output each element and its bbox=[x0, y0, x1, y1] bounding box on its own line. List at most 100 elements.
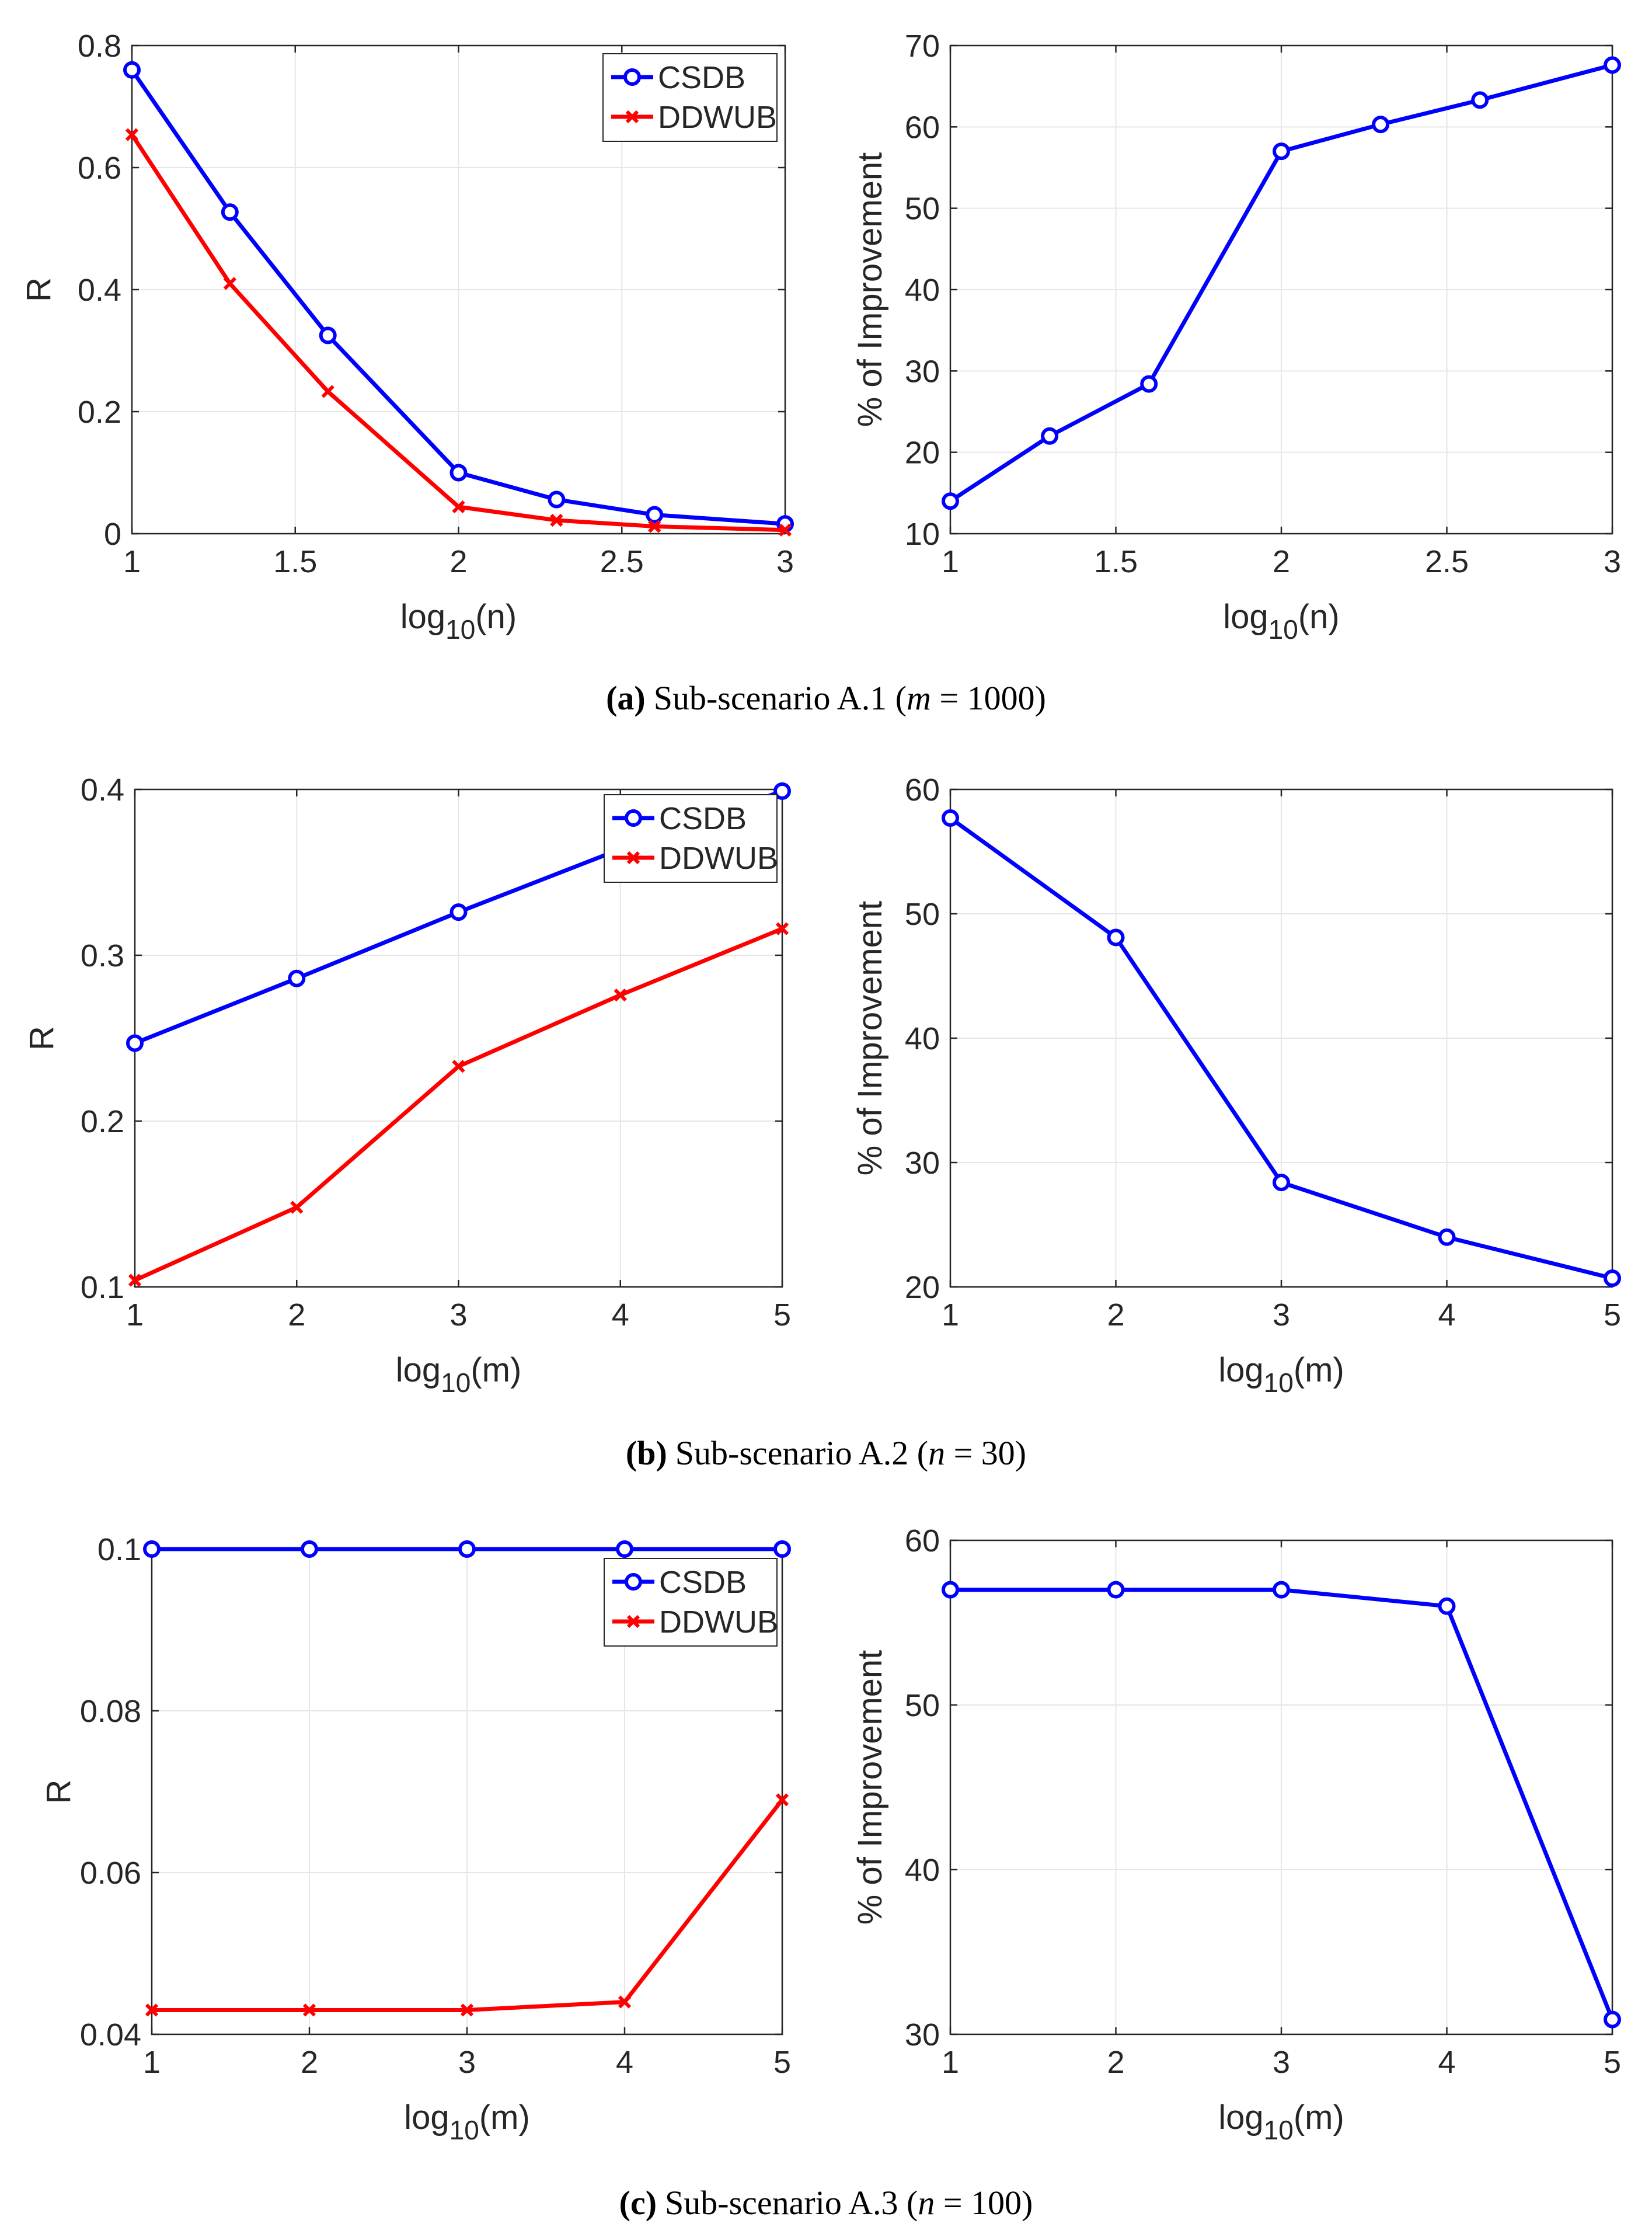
y-axis-label: % of Improvement bbox=[851, 901, 889, 1176]
chart-a-right: 1 1.5 2 2.5 3 10 20 30 40 50 60 70 log10(n) % of Impr… bbox=[851, 29, 1621, 645]
y-tick-label: 0.4 bbox=[81, 772, 124, 808]
chart-b-right: 1 2 3 4 5 20 30 40 50 60 log10(m) % of Improvement bbox=[851, 772, 1621, 1398]
legend-label-csdb: CSDB bbox=[658, 60, 745, 95]
legend-label-ddwub: DDWUB bbox=[659, 1605, 778, 1640]
y-tick-label: 0.1 bbox=[81, 1270, 124, 1305]
caption-b: (b) Sub-scenario A.2 (n = 30) bbox=[626, 1434, 1026, 1472]
data-point-csdb bbox=[616, 1540, 633, 1558]
y-tick-label: 50 bbox=[905, 192, 940, 227]
data-point-improvement bbox=[1471, 91, 1489, 109]
legend-marker-ddwub bbox=[626, 851, 640, 865]
x-tick-label: 5 bbox=[773, 1297, 791, 1332]
data-point-csdb bbox=[143, 1540, 161, 1558]
y-tick-label: 0.4 bbox=[78, 273, 121, 308]
y-axis-label: R bbox=[20, 277, 58, 302]
y-axis-label: R bbox=[23, 1026, 61, 1050]
data-point-ddwub bbox=[125, 128, 139, 141]
data-point-csdb bbox=[646, 506, 664, 524]
data-point-ddwub bbox=[321, 385, 334, 398]
x-axis-label: log10(m) bbox=[1218, 1351, 1344, 1398]
legend-marker-csdb bbox=[625, 1573, 642, 1591]
y-tick-label: 60 bbox=[905, 772, 940, 808]
data-point-ddwub bbox=[775, 1793, 789, 1807]
data-point-csdb bbox=[319, 326, 337, 345]
data-point-ddwub bbox=[648, 520, 661, 533]
data-point-ddwub bbox=[778, 523, 792, 537]
x-tick-label: 2 bbox=[1107, 1297, 1124, 1332]
data-point-ddwub bbox=[290, 1200, 304, 1214]
data-point-improvement bbox=[1438, 1597, 1456, 1615]
legend: CSDB DDWUB bbox=[602, 53, 778, 142]
x-tick-label: 4 bbox=[1438, 1297, 1455, 1332]
y-tick-label: 30 bbox=[905, 354, 940, 389]
data-point-ddwub bbox=[145, 2003, 159, 2017]
x-tick-label: 5 bbox=[1604, 2045, 1621, 2080]
data-point-improvement bbox=[1041, 427, 1059, 445]
legend: CSDB DDWUB bbox=[604, 794, 778, 883]
data-point-csdb bbox=[458, 1540, 476, 1558]
data-point-improvement bbox=[1273, 1174, 1290, 1192]
data-point-csdb bbox=[221, 203, 239, 221]
x-tick-label: 1 bbox=[942, 544, 959, 579]
legend-marker-ddwub bbox=[625, 110, 639, 124]
y-tick-label: 0.08 bbox=[80, 1694, 141, 1729]
data-point-improvement bbox=[1273, 1581, 1290, 1599]
data-point-csdb bbox=[123, 61, 141, 79]
x-tick-label: 1 bbox=[143, 2045, 161, 2080]
x-tick-label: 3 bbox=[1604, 544, 1621, 579]
y-tick-label: 0.8 bbox=[78, 29, 121, 64]
data-point-ddwub bbox=[223, 277, 236, 290]
chart-c-left: 1 2 3 4 5 0.04 0.06 0.08 0.1 log10(m) R CSDB DDWUB bbox=[40, 1532, 791, 2145]
data-point-improvement bbox=[1438, 1228, 1456, 1246]
x-tick-label: 3 bbox=[776, 544, 794, 579]
data-point-improvement bbox=[942, 1581, 959, 1599]
chart-a-left: 1 1.5 2 2.5 3 0 0.2 0.4 0.6 0.8 log10(n) R CSDB DDWUB bbox=[20, 29, 794, 645]
data-point-csdb bbox=[126, 1034, 144, 1052]
data-point-improvement bbox=[1372, 116, 1390, 134]
y-tick-label: 70 bbox=[905, 29, 940, 64]
legend-label-csdb: CSDB bbox=[659, 1565, 747, 1600]
y-axis-label: % of Improvement bbox=[851, 1650, 889, 1925]
data-point-improvement bbox=[1604, 1269, 1621, 1287]
x-tick-label: 1 bbox=[123, 544, 141, 579]
x-tick-label: 4 bbox=[616, 2045, 633, 2080]
y-tick-label: 20 bbox=[905, 1270, 940, 1305]
legend-marker-ddwub bbox=[626, 1614, 640, 1628]
legend-box bbox=[602, 53, 778, 142]
x-tick-label: 2 bbox=[449, 544, 467, 579]
data-point-csdb bbox=[288, 969, 306, 987]
legend: CSDB DDWUB bbox=[604, 1558, 778, 1647]
data-point-improvement bbox=[1604, 2010, 1621, 2028]
data-point-improvement bbox=[1140, 375, 1158, 393]
x-tick-label: 1.5 bbox=[1094, 544, 1138, 579]
legend-box bbox=[604, 1558, 778, 1647]
y-tick-label: 40 bbox=[905, 1021, 940, 1056]
data-point-ddwub bbox=[302, 2003, 316, 2017]
data-point-csdb bbox=[548, 490, 566, 509]
y-tick-label: 20 bbox=[905, 436, 940, 471]
y-tick-label: 0.2 bbox=[81, 1104, 124, 1139]
y-tick-label: 30 bbox=[905, 1146, 940, 1181]
x-tick-label: 1 bbox=[126, 1297, 144, 1332]
y-tick-label: 60 bbox=[905, 110, 940, 145]
data-point-ddwub bbox=[460, 2003, 474, 2017]
x-tick-label: 4 bbox=[612, 1297, 629, 1332]
x-tick-label: 1 bbox=[942, 2045, 959, 2080]
data-point-ddwub bbox=[452, 500, 465, 514]
x-tick-label: 4 bbox=[1438, 2045, 1455, 2080]
chart-b-left: 1 2 3 4 5 0.1 0.2 0.3 0.4 log10(m) R CSDB DDWUB bbox=[23, 772, 791, 1398]
y-tick-label: 0.04 bbox=[80, 2017, 141, 2052]
y-tick-label: 40 bbox=[905, 1853, 940, 1888]
legend-marker-csdb bbox=[625, 809, 642, 827]
data-point-ddwub bbox=[614, 989, 627, 1002]
y-tick-label: 0.06 bbox=[80, 1856, 141, 1891]
x-tick-label: 2.5 bbox=[1425, 544, 1469, 579]
x-tick-label: 2.5 bbox=[600, 544, 644, 579]
data-point-ddwub bbox=[775, 922, 789, 935]
y-tick-label: 0.6 bbox=[78, 151, 121, 186]
data-point-csdb bbox=[301, 1540, 318, 1558]
x-tick-label: 3 bbox=[458, 2045, 476, 2080]
x-tick-label: 2 bbox=[301, 2045, 318, 2080]
caption-c: (c) Sub-scenario A.3 (n = 100) bbox=[619, 2184, 1033, 2222]
